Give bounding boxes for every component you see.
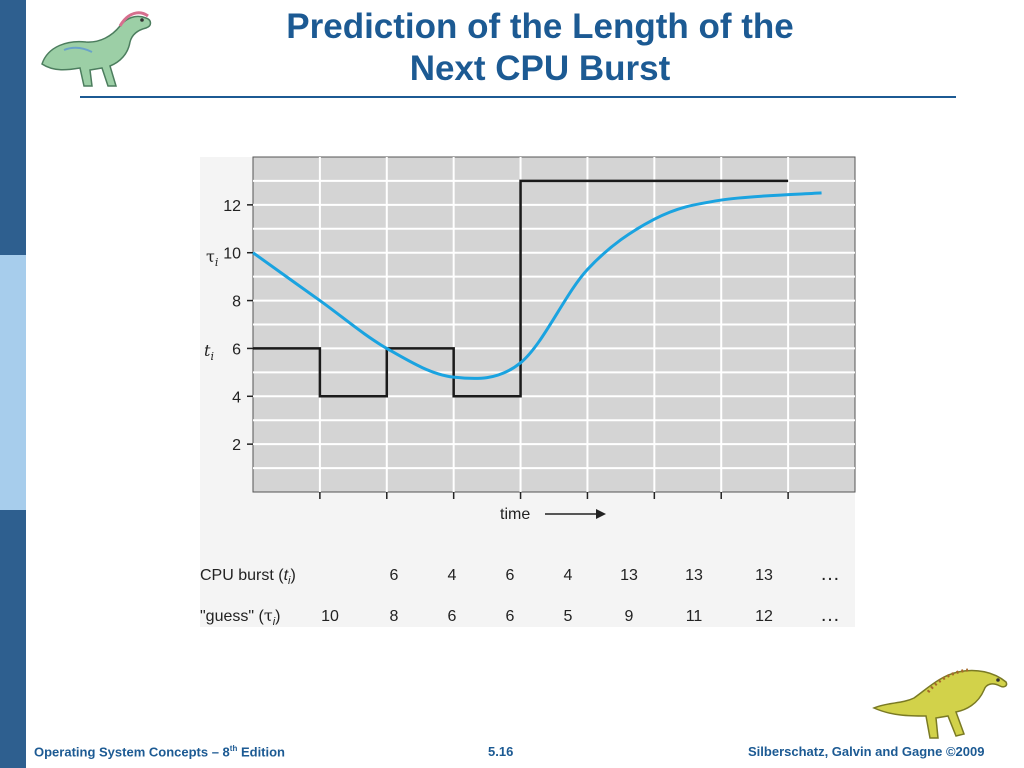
guess-curve-line bbox=[252, 191, 822, 380]
footer-slide-number: 5.16 bbox=[488, 744, 514, 759]
table-cell-burst: 6 bbox=[506, 567, 515, 584]
table-cell-burst: 6 bbox=[390, 567, 399, 584]
y-tick-label: 4 bbox=[232, 389, 241, 406]
table-cell-burst: 13 bbox=[755, 567, 773, 584]
table-cell-guess: 8 bbox=[390, 608, 399, 625]
table-row-burst-label: CPU burst (ti) bbox=[200, 567, 296, 587]
time-arrow-head bbox=[596, 509, 606, 519]
table-ellipsis-row2: … bbox=[820, 604, 840, 626]
cpu-burst-step-line bbox=[253, 179, 789, 398]
dinosaur-mascot-icon bbox=[41, 11, 152, 87]
title-line-1: Prediction of the Length of the bbox=[286, 7, 794, 46]
table-cell-guess: 9 bbox=[625, 608, 634, 625]
title-line-2: Next CPU Burst bbox=[409, 49, 671, 88]
sidebar-light-block bbox=[0, 255, 26, 510]
left-sidebar-bar bbox=[0, 0, 26, 768]
table-cell-burst: 4 bbox=[448, 567, 457, 584]
table-cell-guess: 10 bbox=[321, 608, 339, 625]
table-cell-guess: 12 bbox=[755, 608, 773, 625]
table-cell-burst: 13 bbox=[620, 567, 638, 584]
sidebar-dark-block bbox=[0, 510, 26, 768]
y-tick-label: 12 bbox=[223, 198, 241, 215]
y-label-tau: τi bbox=[206, 247, 218, 269]
footer-copyright: Silberschatz, Galvin and Gagne ©2009 bbox=[748, 744, 985, 759]
table-cell-burst: 4 bbox=[564, 567, 573, 584]
y-tick-label: 6 bbox=[232, 341, 241, 358]
y-tick-label: 2 bbox=[232, 437, 241, 454]
table-cell-guess: 11 bbox=[686, 608, 703, 625]
data-table: 6 4 6 4 13 13 13 10 8 6 6 5 9 11 12 bbox=[321, 567, 773, 625]
x-axis-label: time bbox=[500, 506, 530, 523]
y-tick-label: 10 bbox=[223, 246, 241, 263]
table-ellipsis-row1: … bbox=[820, 563, 840, 585]
y-label-t: ti bbox=[204, 341, 214, 363]
slide-title: Prediction of the Length of the Next CPU… bbox=[180, 6, 900, 90]
table-cell-guess: 6 bbox=[448, 608, 457, 625]
y-tick-label: 8 bbox=[232, 294, 241, 311]
x-axis-ticks bbox=[319, 492, 789, 499]
table-cell-guess: 6 bbox=[506, 608, 515, 625]
table-row-guess-label: "guess" (τi) bbox=[200, 606, 280, 628]
dinosaur-mascot-icon bbox=[872, 668, 1008, 739]
table-cell-guess: 5 bbox=[564, 608, 573, 625]
table-cell-burst: 13 bbox=[685, 567, 703, 584]
y-axis-ticks: 2 4 6 8 10 12 bbox=[223, 198, 253, 454]
grid-lines bbox=[253, 157, 855, 492]
footer-book-title: Operating System Concepts – 8th Edition bbox=[34, 744, 286, 760]
sidebar-dark-block bbox=[0, 0, 26, 255]
title-underline bbox=[80, 96, 956, 98]
